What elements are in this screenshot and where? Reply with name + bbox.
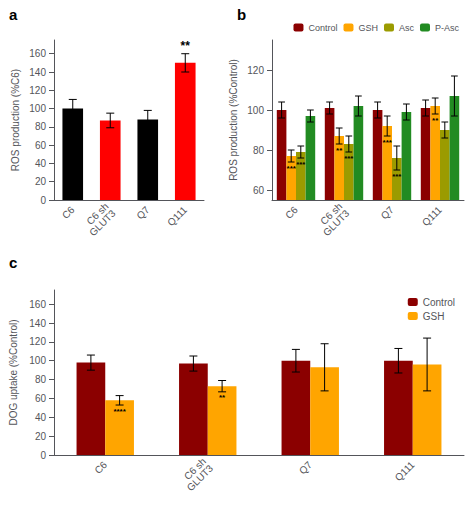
- svg-text:Q7: Q7: [134, 204, 152, 222]
- svg-text:20: 20: [35, 176, 47, 187]
- svg-text:140: 140: [29, 67, 46, 78]
- svg-text:***: ***: [296, 160, 306, 169]
- svg-text:C6 sh: C6 sh: [181, 455, 209, 482]
- svg-text:ROS production (%Control): ROS production (%Control): [228, 59, 239, 181]
- svg-text:****: ****: [113, 407, 126, 416]
- svg-text:GLUT3: GLUT3: [321, 207, 352, 238]
- svg-text:Q111: Q111: [420, 204, 444, 228]
- svg-text:60: 60: [35, 393, 47, 404]
- svg-text:60: 60: [253, 185, 265, 196]
- svg-text:Asc: Asc: [399, 23, 415, 33]
- svg-text:80: 80: [253, 145, 265, 156]
- svg-text:b: b: [237, 6, 246, 23]
- svg-text:**: **: [336, 146, 343, 155]
- svg-text:**: **: [181, 39, 191, 53]
- svg-text:***: ***: [392, 172, 402, 181]
- svg-text:120: 120: [29, 85, 46, 96]
- svg-text:C6: C6: [92, 459, 109, 476]
- svg-text:120: 120: [247, 65, 264, 76]
- svg-text:0: 0: [40, 195, 46, 206]
- svg-text:GLUT3: GLUT3: [185, 462, 216, 493]
- svg-text:***: ***: [383, 138, 393, 147]
- svg-text:Control: Control: [308, 23, 337, 33]
- svg-text:80: 80: [35, 121, 47, 132]
- svg-text:80: 80: [35, 374, 47, 385]
- svg-text:Q7: Q7: [297, 459, 315, 477]
- svg-text:Q111: Q111: [393, 459, 417, 483]
- svg-text:**: **: [219, 393, 226, 402]
- svg-text:DOG uptake (%Control): DOG uptake (%Control): [8, 319, 19, 425]
- svg-text:20: 20: [35, 431, 47, 442]
- svg-text:c: c: [9, 254, 17, 271]
- svg-text:40: 40: [35, 158, 47, 169]
- svg-text:GSH: GSH: [358, 23, 378, 33]
- svg-text:C6 sh: C6 sh: [318, 200, 345, 227]
- svg-text:GSH: GSH: [423, 311, 445, 322]
- svg-text:100: 100: [29, 103, 46, 114]
- svg-text:40: 40: [35, 412, 47, 423]
- svg-text:60: 60: [35, 140, 47, 151]
- svg-text:C6 sh: C6 sh: [84, 200, 111, 227]
- svg-text:Q111: Q111: [165, 204, 189, 228]
- svg-text:P-Asc: P-Asc: [435, 23, 460, 33]
- svg-text:C6: C6: [60, 204, 77, 221]
- svg-text:160: 160: [29, 48, 46, 59]
- svg-text:ROS production (%C6): ROS production (%C6): [10, 69, 21, 171]
- svg-text:Q7: Q7: [379, 204, 397, 222]
- svg-text:100: 100: [247, 105, 264, 116]
- svg-text:a: a: [9, 6, 18, 23]
- svg-text:0: 0: [40, 450, 46, 461]
- svg-text:140: 140: [29, 318, 46, 329]
- svg-text:120: 120: [29, 336, 46, 347]
- svg-text:100: 100: [29, 355, 46, 366]
- svg-text:GLUT3: GLUT3: [87, 207, 118, 238]
- svg-text:**: **: [432, 116, 439, 125]
- svg-text:160: 160: [29, 299, 46, 310]
- svg-text:***: ***: [344, 154, 354, 163]
- svg-text:C6: C6: [283, 204, 300, 221]
- svg-text:Control: Control: [423, 297, 455, 308]
